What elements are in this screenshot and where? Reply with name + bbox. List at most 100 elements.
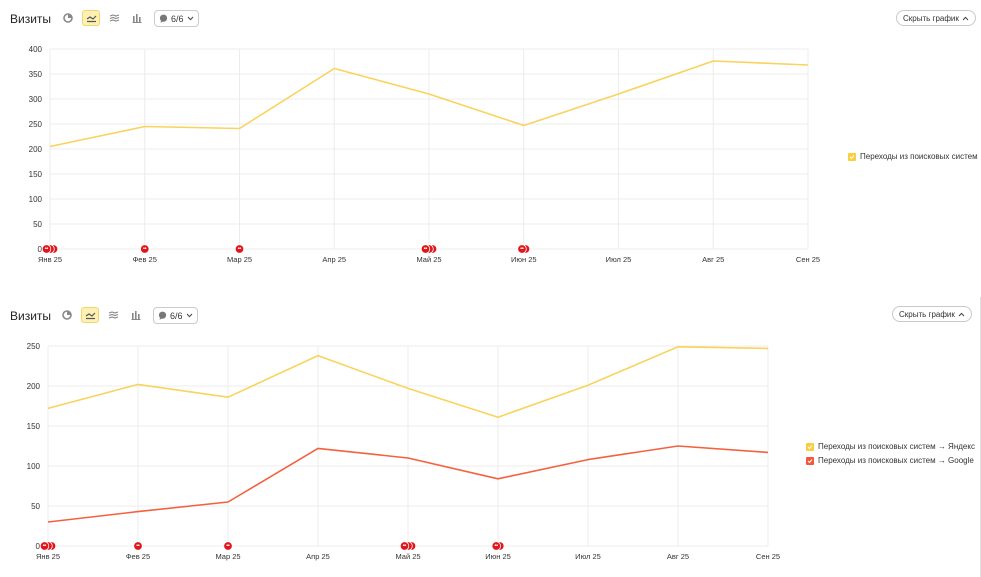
legend-label: Переходы из поисковых систем → Google xyxy=(818,456,974,465)
x-tick-label: Сен 25 xyxy=(796,255,820,264)
annotation-marker xyxy=(399,541,417,551)
chevron-up-icon xyxy=(962,16,969,20)
y-tick-label: 100 xyxy=(29,195,43,204)
y-tick-label: 150 xyxy=(29,170,43,179)
checkbox-icon xyxy=(848,152,856,161)
annotation-dot-glyph xyxy=(404,544,407,546)
series-line xyxy=(47,445,769,523)
y-tick-label: 400 xyxy=(29,45,43,54)
visits-panel-2: Визиты 6/6 xyxy=(0,297,981,577)
annotation-dot-glyph xyxy=(44,544,47,546)
x-tick-label: Янв 25 xyxy=(36,552,60,561)
annotation-marker xyxy=(420,244,438,254)
annotations-dropdown[interactable]: 6/6 xyxy=(153,307,198,324)
annotations-dropdown[interactable]: 6/6 xyxy=(154,10,199,27)
line-chart-button[interactable] xyxy=(81,307,99,323)
chevron-down-icon xyxy=(187,16,193,21)
annotation-dot-glyph xyxy=(136,544,138,546)
x-tick-label: Мар 25 xyxy=(227,255,252,264)
pie-chart-icon xyxy=(62,310,72,320)
line-chart-button[interactable] xyxy=(82,10,100,26)
y-tick-label: 350 xyxy=(29,70,43,79)
y-tick-label: 100 xyxy=(27,462,41,471)
panel-title: Визиты xyxy=(10,12,52,26)
chevron-up-icon xyxy=(958,312,965,316)
annotation-dot xyxy=(399,541,410,551)
y-tick-label: 200 xyxy=(29,145,43,154)
y-tick-label: 0 xyxy=(38,245,43,254)
x-tick-label: Апр 25 xyxy=(306,552,330,561)
annotations-count: 6/6 xyxy=(171,13,184,24)
annotations-count: 6/6 xyxy=(170,310,183,321)
line-chart-icon xyxy=(85,312,95,319)
pie-chart-icon xyxy=(63,13,73,23)
x-tick-label: Янв 25 xyxy=(38,255,62,264)
visits-line-chart: 0 50 100 150 200 250 300 350 400 Янв 25 Фев 25 Мар … xyxy=(29,45,820,264)
visits-panel-1: Визиты 6/6 xyxy=(0,0,981,285)
annotation-dot-glyph xyxy=(42,544,45,546)
annotation-dot xyxy=(140,244,150,254)
visits-line-chart: 0 50 100 150 200 250 Янв 25 Фев 25 Мар 25 Апр 25 М… xyxy=(27,342,780,561)
pie-chart-button[interactable] xyxy=(58,307,76,323)
bar-chart-icon xyxy=(131,311,141,320)
annotation-marker xyxy=(491,541,505,551)
annotation-dot xyxy=(491,541,501,551)
bar-chart-button[interactable] xyxy=(127,307,145,323)
annotation-dot xyxy=(39,541,50,551)
area-chart-icon xyxy=(109,13,119,22)
legend-item-yandex[interactable]: Переходы из поисковых систем → Яндекс xyxy=(806,442,975,451)
hide-chart-button[interactable]: Скрыть график xyxy=(896,10,976,26)
annotation-dot-glyph xyxy=(228,544,230,546)
annotation-marker xyxy=(140,244,150,254)
annotation-dot-glyph xyxy=(520,247,522,249)
bar-chart-button[interactable] xyxy=(128,10,146,26)
y-tick-label: 250 xyxy=(29,120,43,129)
annotation-dot xyxy=(133,541,143,551)
checkbox-icon xyxy=(806,456,814,465)
annotation-dot-glyph xyxy=(138,544,140,546)
annotation-dot-glyph xyxy=(237,247,240,249)
annotation-dot-glyph xyxy=(239,247,242,249)
pie-chart-button[interactable] xyxy=(59,10,77,26)
annotation-dot xyxy=(234,244,245,254)
x-tick-label: Май 25 xyxy=(395,552,420,561)
y-tick-label: 250 xyxy=(27,342,41,351)
x-tick-label: Май 25 xyxy=(416,255,441,264)
legend-item-google[interactable]: Переходы из поисковых систем → Google xyxy=(806,456,975,465)
line-chart-icon xyxy=(86,15,96,22)
annotation-dot xyxy=(41,244,52,254)
area-chart-button[interactable] xyxy=(105,10,123,26)
checkbox-icon xyxy=(806,442,814,451)
y-tick-label: 200 xyxy=(27,382,41,391)
y-tick-label: 300 xyxy=(29,95,43,104)
chevron-down-icon xyxy=(186,313,192,318)
hide-chart-label: Скрыть график xyxy=(903,13,959,23)
annotation-dot-glyph xyxy=(402,544,405,546)
y-tick-label: 50 xyxy=(33,220,42,229)
annotation-marker xyxy=(223,541,233,551)
legend-item-search[interactable]: Переходы из поисковых систем xyxy=(848,152,978,161)
annotation-dot-glyph xyxy=(46,247,49,249)
panel-title: Визиты xyxy=(10,309,52,323)
legend-label: Переходы из поисковых систем xyxy=(860,152,978,161)
annotation-marker xyxy=(234,244,245,254)
x-tick-label: Авг 25 xyxy=(667,552,689,561)
area-chart-button[interactable] xyxy=(104,307,122,323)
annotation-dot-glyph xyxy=(425,247,428,249)
series-line xyxy=(47,345,769,418)
annotation-dot-glyph xyxy=(496,544,498,546)
hide-chart-label: Скрыть график xyxy=(899,309,955,319)
x-tick-label: Июл 25 xyxy=(606,255,632,264)
annotation-dot-glyph xyxy=(423,247,426,249)
x-tick-label: Июн 25 xyxy=(511,255,537,264)
x-tick-label: Мар 25 xyxy=(215,552,240,561)
y-tick-label: 50 xyxy=(31,502,40,511)
x-tick-label: Фев 25 xyxy=(133,255,157,264)
annotation-dot-glyph xyxy=(143,247,145,249)
chart-legend: Переходы из поисковых систем → Яндекс Пе… xyxy=(806,442,975,470)
annotation-dot xyxy=(223,541,233,551)
annotation-dot xyxy=(420,244,431,254)
hide-chart-button[interactable]: Скрыть график xyxy=(892,306,972,322)
x-tick-label: Апр 25 xyxy=(322,255,346,264)
x-tick-label: Июн 25 xyxy=(485,552,511,561)
